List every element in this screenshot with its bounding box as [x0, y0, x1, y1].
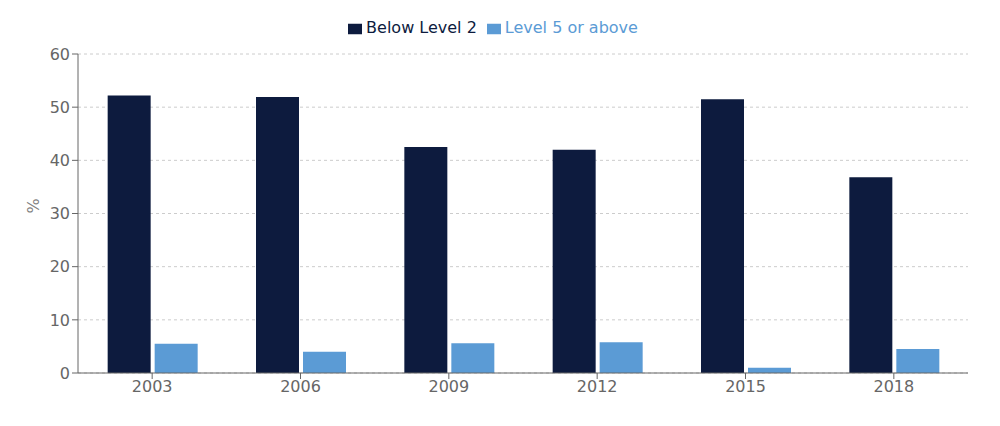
svg-text:40: 40 — [50, 151, 70, 170]
svg-text:2003: 2003 — [132, 377, 173, 396]
svg-text:20: 20 — [50, 257, 70, 276]
svg-text:2015: 2015 — [725, 377, 766, 396]
svg-text:2009: 2009 — [428, 377, 469, 396]
svg-text:2012: 2012 — [577, 377, 618, 396]
html-text:Level 5 or above: Level 5 or above — [504, 18, 638, 37]
svg-text:50: 50 — [50, 98, 70, 117]
svg-text:2018: 2018 — [873, 377, 914, 396]
svg-text:10: 10 — [50, 311, 70, 330]
svg-text:%: % — [24, 198, 43, 213]
svg-text:2006: 2006 — [280, 377, 321, 396]
html-text:Below Level 2: Below Level 2 — [366, 18, 477, 37]
svg-text:0: 0 — [60, 364, 70, 383]
svg-text:30: 30 — [50, 204, 70, 223]
svg-text:60: 60 — [50, 45, 70, 64]
